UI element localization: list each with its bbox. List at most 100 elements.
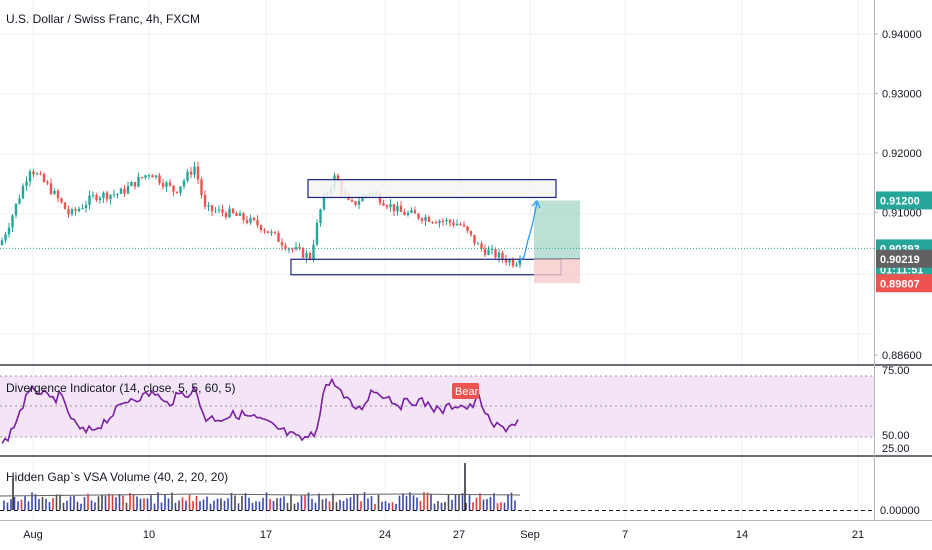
price-label: 0.91200 (880, 195, 920, 207)
position-stop-zone[interactable] (534, 258, 580, 284)
indicator-1-tick-label: 25.00 (882, 443, 910, 455)
bear-signal-badge[interactable] (452, 383, 479, 399)
candle-body (494, 248, 497, 258)
indicator-1-tick-label: 50.00 (882, 430, 910, 442)
forecast-arrow[interactable] (517, 202, 538, 263)
candle-body (46, 181, 49, 184)
candle-body (49, 183, 53, 194)
candle-body (389, 204, 392, 208)
candle-body (56, 190, 60, 199)
candle-body (210, 205, 214, 212)
candle-body (193, 166, 196, 175)
candle-body (137, 176, 140, 187)
candle-body (459, 224, 462, 226)
candle-body (186, 171, 189, 181)
x-tick-label: Sep (520, 529, 540, 541)
candle-body (126, 186, 130, 194)
candle-body (319, 209, 322, 223)
y-tick-label: 0.94000 (882, 29, 922, 41)
candle-body (60, 198, 63, 203)
bear-signal-label: Bear (455, 386, 479, 398)
candle-body (466, 226, 469, 231)
price-label-box (876, 191, 932, 210)
candle-body (462, 224, 466, 227)
position-target-zone[interactable] (534, 200, 580, 259)
candle-body (445, 219, 448, 222)
candle-body (200, 179, 203, 195)
candle-body (217, 209, 221, 211)
candle-body (21, 185, 25, 199)
candle-body (133, 181, 137, 187)
candle-body (469, 230, 473, 235)
resistance-box[interactable] (307, 179, 557, 199)
candle-body (378, 194, 382, 204)
candle-body (441, 220, 445, 222)
candle-body (179, 186, 182, 193)
candle-body (228, 208, 231, 218)
candle-body (7, 227, 11, 235)
candle-body (263, 230, 266, 232)
candle-body (420, 218, 424, 221)
candle-body (189, 171, 193, 175)
candle-body (508, 259, 511, 263)
candle-body (42, 174, 46, 182)
candle-body (501, 252, 504, 259)
candle-body (25, 181, 28, 186)
candle-body (28, 171, 32, 182)
candle-body (336, 175, 340, 182)
candle-body (504, 258, 508, 263)
candle-body (67, 209, 70, 215)
x-tick-label: 21 (852, 529, 864, 541)
candle-body (284, 245, 287, 250)
candle-body (259, 225, 263, 231)
candle-body (74, 209, 77, 212)
candle-body (301, 247, 305, 258)
candle-body (91, 194, 95, 196)
candle-body (385, 205, 389, 208)
candle-body (18, 198, 21, 204)
candle-body (112, 194, 116, 196)
y-tick-label: 0.88600 (882, 350, 922, 362)
candle-body (515, 264, 518, 266)
candle-body (427, 217, 431, 222)
indicator-1-tick-label: 75.00 (882, 365, 910, 377)
x-tick-label: 7 (622, 529, 628, 541)
chart-title[interactable]: U.S. Dollar / Swiss Franc, 4h, FXCM (6, 12, 201, 26)
candle-body (203, 194, 207, 207)
candle-body (256, 219, 259, 226)
candle-body (154, 175, 158, 178)
candle-body (175, 191, 179, 193)
candle-body (392, 204, 396, 212)
candle-body (417, 213, 420, 219)
candle-body (207, 205, 210, 207)
candle-body (172, 185, 175, 192)
candle-body (105, 192, 109, 200)
candle-body (410, 210, 413, 213)
candle-body (403, 211, 406, 216)
x-tick-label: 24 (379, 529, 391, 541)
candle-body (399, 205, 403, 212)
candle-body (480, 243, 483, 249)
candle-body (123, 188, 126, 194)
candle-body (81, 208, 84, 210)
candle-body (361, 196, 364, 202)
y-tick-label: 0.91000 (882, 207, 922, 219)
candle-body (266, 231, 270, 234)
candle-body (221, 209, 224, 213)
candle-body (473, 234, 476, 244)
forecast-arrow-head (531, 199, 541, 209)
candle-body (224, 212, 228, 218)
candle-body (70, 209, 74, 215)
candle-body (196, 166, 200, 180)
candle-body (424, 217, 427, 221)
candle-body (476, 243, 480, 245)
divergence-indicator-title[interactable]: Divergence Indicator (14, close, 5, 5, 6… (6, 381, 236, 395)
candle-body (273, 231, 277, 233)
candle-body (406, 212, 410, 216)
candle-body (308, 253, 312, 260)
candle-body (448, 219, 452, 223)
candle-body (39, 173, 42, 175)
vsa-volume-indicator-title[interactable]: Hidden Gap`s VSA Volume (40, 2, 20, 20) (6, 470, 229, 484)
